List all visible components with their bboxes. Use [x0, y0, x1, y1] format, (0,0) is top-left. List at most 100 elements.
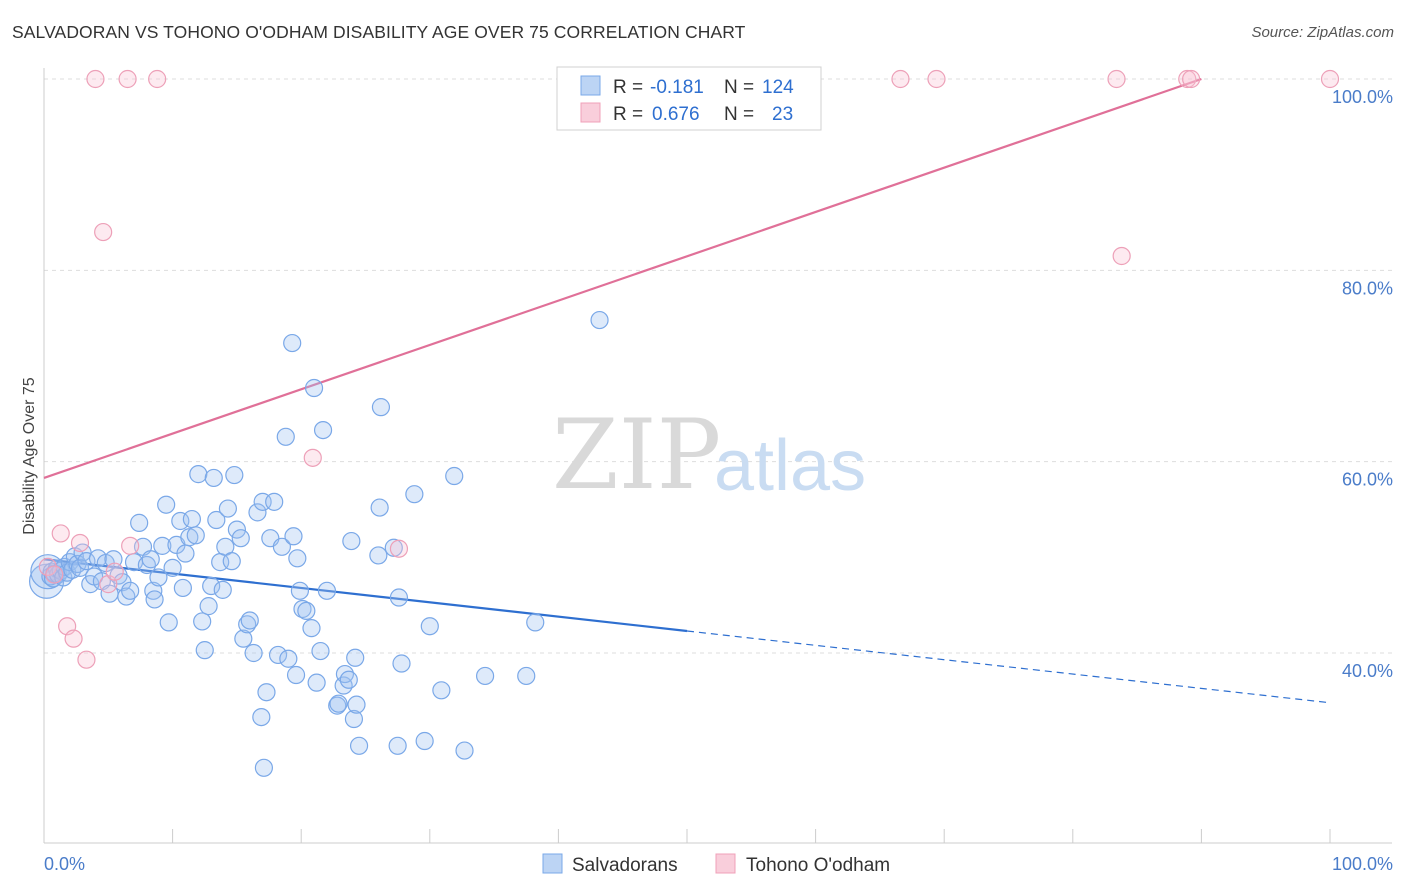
salvadoran-point-89 [311, 641, 330, 661]
y-tick-label-2: 80.0% [1342, 278, 1393, 298]
salvadoran-point-100 [347, 695, 366, 714]
salvadoran-point-78 [279, 649, 298, 668]
salvadoran-point-57 [213, 580, 232, 599]
legend-n-value-2: 23 [772, 104, 793, 125]
tohono-point-10 [105, 562, 124, 581]
salvadoran-point-50 [193, 612, 212, 631]
salvadoran-point-51 [195, 641, 214, 660]
tohono-point-5 [70, 533, 90, 553]
tohono-point-13 [148, 69, 167, 89]
salvadoran-point-83 [290, 581, 310, 600]
salvadoran-point-107 [389, 588, 409, 607]
salvadoran-point-118 [590, 310, 609, 330]
salvadoran-point-71 [254, 758, 274, 777]
tohono-point-22 [1320, 69, 1340, 89]
legend-n-label-2: N = [724, 104, 754, 125]
salvadoran-point-88 [307, 673, 326, 692]
tohono-point-18 [1107, 69, 1126, 89]
salvadoran-point-105 [384, 538, 403, 557]
salvadoran-point-81 [286, 665, 306, 685]
salvadoran-point-43 [171, 511, 190, 531]
tohono-point-21 [1182, 69, 1201, 89]
tohono-point-6 [77, 650, 96, 669]
salvadoran-point-96 [339, 670, 358, 689]
tohono-point-8 [94, 222, 113, 242]
tohono-point-20 [1178, 69, 1197, 89]
tohono-point-19 [1112, 246, 1131, 266]
tohono-point-16 [891, 69, 910, 89]
legend-swatch-tohono [580, 102, 601, 123]
bottom-legend-salvadorans: Salvadorans [572, 855, 678, 876]
x-tick-labels: 0.0% 100.0% [44, 854, 1393, 874]
legend-n-label-1: N = [724, 77, 754, 98]
axes [43, 68, 1392, 844]
bottom-legend-swatch-tohono [715, 853, 736, 874]
salvadoran-point-68 [248, 503, 267, 522]
salvadoran-point-112 [432, 681, 451, 700]
salvadoran-point-113 [445, 466, 464, 486]
salvadoran-point-38 [153, 536, 172, 555]
salvadoran-point-75 [268, 645, 288, 665]
salvadoran-point-48 [186, 526, 205, 545]
x-tick-label-0: 0.0% [44, 854, 85, 874]
trend-lines [43, 77, 1331, 704]
salvadoran-point-44 [173, 578, 192, 598]
salvadoran-point-86 [302, 619, 321, 638]
salvadoran-point-67 [244, 643, 263, 663]
stats-legend: R = -0.181 N = 124 R = 0.676 N = 23 [556, 66, 822, 131]
salvadoran-point-41 [163, 558, 182, 577]
salvadoran-point-64 [234, 629, 253, 648]
y-axis-label: Disability Age Over 75 [21, 377, 38, 535]
salvadoran-point-61 [225, 465, 244, 485]
y-tick-label-1: 60.0% [1342, 470, 1393, 490]
salvadoran-point-76 [272, 537, 292, 556]
tohono-point-1 [45, 565, 64, 584]
source-label: Source: ZipAtlas.com [1251, 24, 1394, 41]
salvadoran-point-77 [276, 427, 295, 446]
legend-swatch-salvadorans [580, 75, 601, 96]
salvadoran-point-45 [176, 544, 195, 563]
salvadoran-trend-line [43, 558, 688, 633]
salvadoran-point-49 [189, 465, 208, 484]
salvadoran-point-82 [288, 549, 307, 568]
salvadoran-point-54 [204, 468, 223, 488]
salvadoran-point-37 [149, 568, 168, 587]
salvadoran-point-109 [405, 485, 424, 504]
watermark: ZIP atlas [552, 399, 866, 511]
salvadoran-point-94 [334, 676, 353, 695]
salvadoran-point-18 [77, 552, 96, 571]
salvadoran-point-47 [182, 509, 201, 529]
salvadoran-point-69 [252, 707, 271, 727]
tohono-point-4 [64, 629, 83, 648]
legend-n-value-1: 124 [762, 77, 794, 98]
salvadoran-point-116 [517, 666, 536, 686]
salvadoran-point-114 [455, 741, 474, 760]
legend-box [556, 66, 822, 131]
grid-lines [44, 78, 1392, 654]
salvadoran-point-117 [526, 613, 545, 632]
salvadoran-trend-extension [686, 630, 1331, 704]
salvadoran-point-39 [157, 495, 176, 514]
y-tick-labels: 40.0% 60.0% 80.0% 100.0% [1332, 87, 1393, 681]
salvadoran-point-34 [141, 550, 160, 569]
salvadoran-point-110 [415, 731, 434, 751]
tohono-point-11 [118, 69, 137, 89]
legend-r-value-2: 0.676 [652, 104, 700, 125]
series-legend: Salvadorans Tohono O'odham [542, 853, 890, 876]
legend-r-value-1: -0.181 [650, 77, 704, 98]
tohono-point-14 [303, 448, 322, 467]
salvadoran-point-52 [199, 597, 218, 616]
salvadoran-point-106 [388, 736, 407, 755]
salvadoran-point-103 [370, 498, 389, 517]
salvadoran-point-115 [475, 666, 495, 686]
salvadoran-point-74 [265, 492, 284, 511]
bottom-legend-swatch-salvadorans [542, 853, 563, 874]
salvadoran-point-36 [145, 590, 164, 609]
salvadoran-point-66 [240, 611, 259, 630]
salvadoran-point-79 [283, 333, 302, 353]
salvadoran-point-29 [121, 581, 140, 600]
chart-title: SALVADORAN VS TOHONO O'ODHAM DISABILITY … [12, 22, 746, 42]
salvadoran-point-59 [218, 499, 237, 518]
tohono-point-7 [86, 69, 105, 89]
tohono-point-15 [389, 539, 409, 558]
